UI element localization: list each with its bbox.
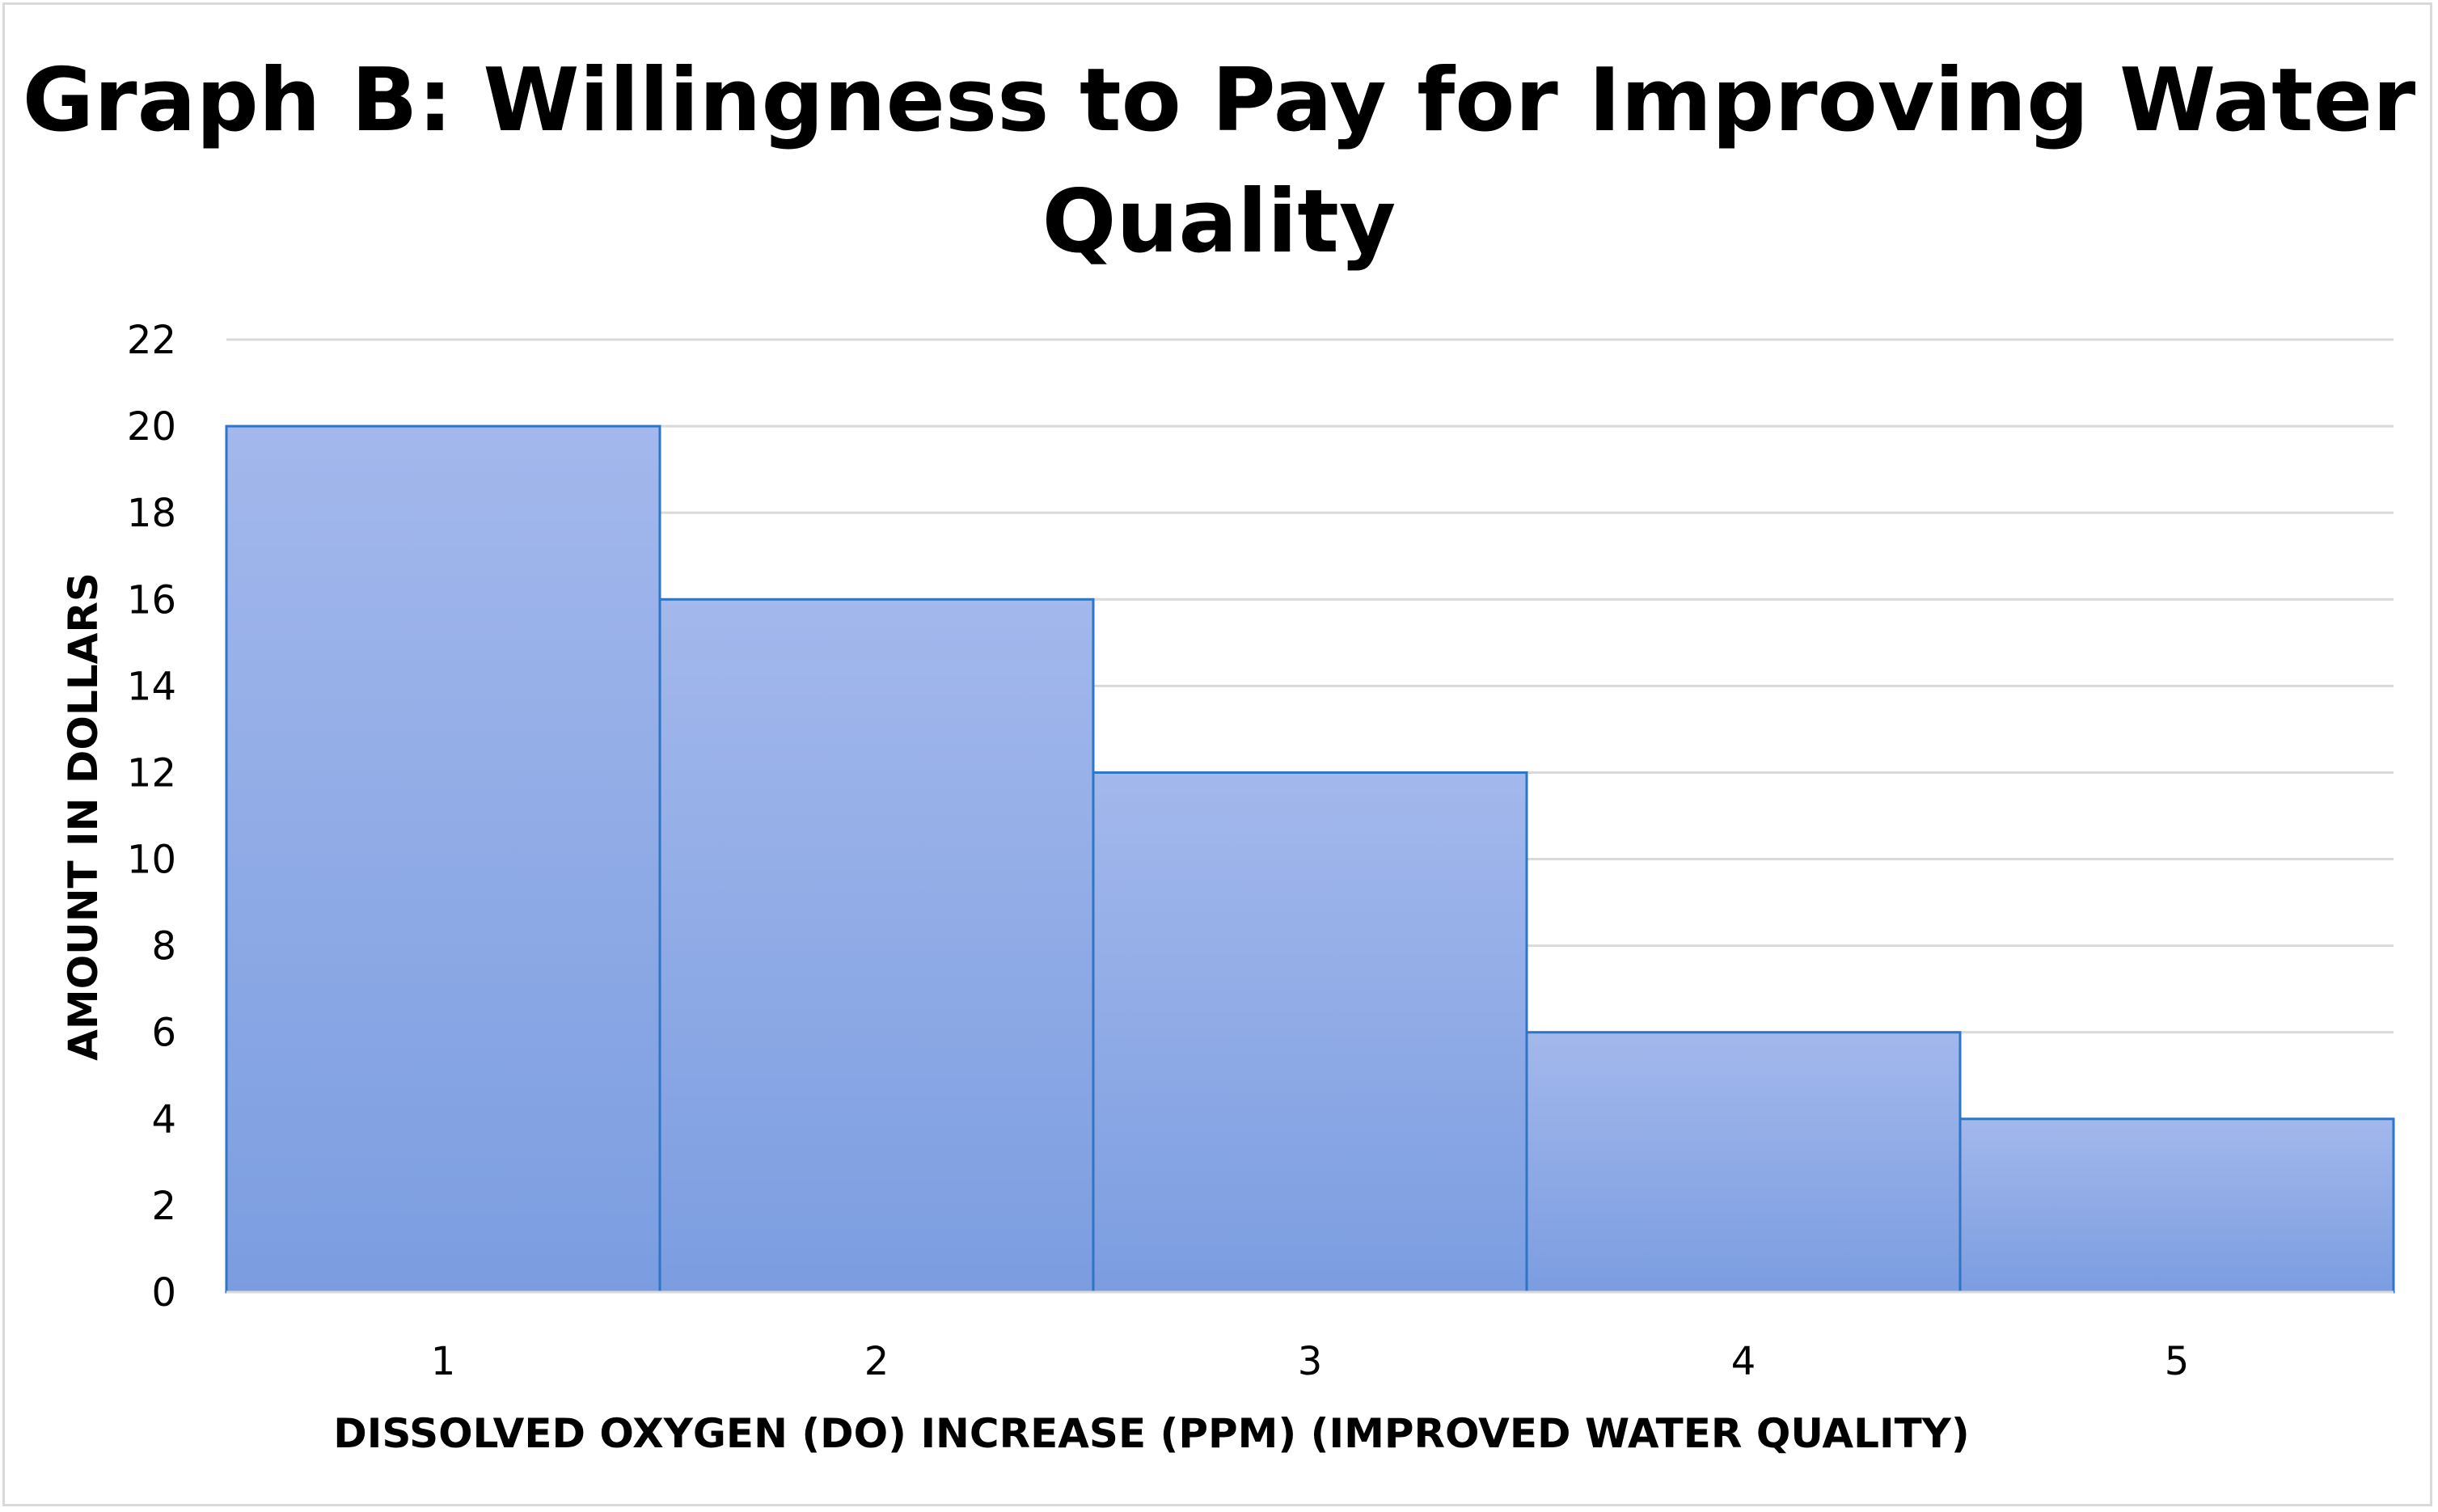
y-tick-label: 6 — [151, 1011, 176, 1056]
x-tick-label: 3 — [1298, 1339, 1323, 1384]
x-tick-label: 2 — [864, 1339, 889, 1384]
bars — [225, 424, 2395, 1294]
y-tick-label: 10 — [127, 838, 176, 883]
y-tick-label: 0 — [151, 1270, 176, 1316]
y-tick-label: 16 — [127, 577, 176, 623]
bar-4 — [1525, 1031, 1962, 1294]
x-axis-ticks: 1 2 3 4 5 — [431, 1339, 2190, 1384]
x-tick-label: 4 — [1731, 1339, 1756, 1384]
y-tick-label: 2 — [151, 1184, 176, 1229]
y-tick-label: 12 — [127, 750, 176, 796]
y-axis-title: AMOUNT IN DOLLARS — [60, 572, 107, 1061]
bar-1 — [225, 424, 661, 1294]
x-axis-title: DISSOLVED OXYGEN (DO) INCREASE (PPM) (IM… — [333, 1410, 1969, 1457]
chart-title: Graph B: Willingness to Pay for Improvin… — [22, 50, 2416, 272]
y-axis-ticks: 0 2 4 6 8 10 12 14 16 18 20 22 — [127, 318, 176, 1316]
y-tick-label: 8 — [151, 924, 176, 969]
bar-3 — [1092, 771, 1528, 1294]
bar-2 — [658, 598, 1095, 1294]
bar-5 — [1958, 1117, 2395, 1294]
y-tick-label: 4 — [151, 1097, 176, 1142]
y-tick-label: 20 — [127, 404, 176, 450]
x-tick-label: 1 — [431, 1339, 456, 1384]
x-tick-label: 5 — [2165, 1339, 2190, 1384]
y-tick-label: 18 — [127, 491, 176, 536]
y-tick-label: 14 — [127, 664, 176, 709]
y-tick-label: 22 — [127, 318, 176, 363]
